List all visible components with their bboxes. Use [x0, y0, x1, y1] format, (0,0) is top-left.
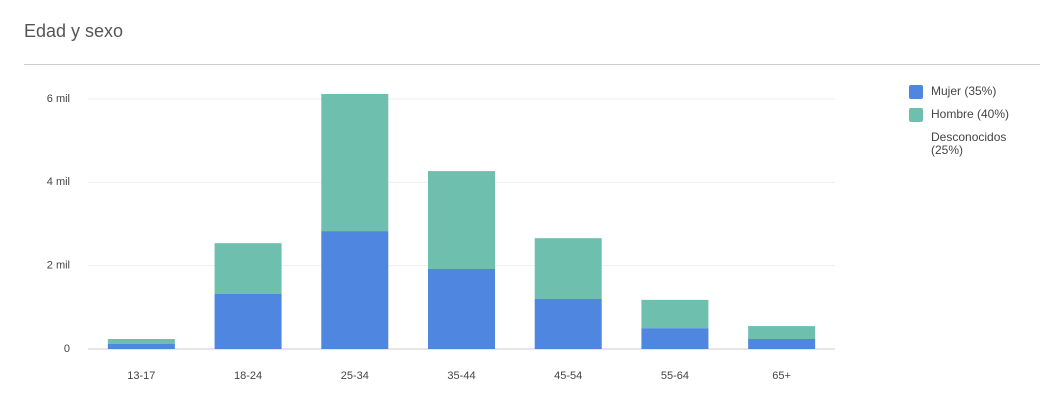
legend-label: Mujer (35%)	[931, 84, 997, 98]
chart-title: Edad y sexo	[24, 21, 123, 41]
bar-segment	[428, 269, 495, 349]
bar-segment	[214, 243, 282, 294]
legend-swatch	[909, 85, 923, 99]
bar-segment	[641, 299, 709, 329]
bar-segment	[534, 299, 602, 349]
x-tick-label: 55-64	[661, 370, 689, 382]
x-tick-label: 65+	[772, 370, 791, 382]
y-tick-label: 2 mil	[47, 260, 70, 272]
x-tick-label: 18-24	[234, 370, 262, 382]
legend-label: Desconocidos (25%)	[931, 130, 1007, 157]
legend-item[interactable]: Mujer (35%)	[909, 85, 1019, 99]
legend-item[interactable]: Desconocidos (25%)	[909, 131, 1019, 157]
bar-segment	[748, 339, 816, 349]
legend-swatch	[909, 131, 923, 145]
bar-segment	[641, 328, 709, 349]
bar-segment	[107, 344, 175, 349]
y-tick-label: 0	[64, 343, 70, 355]
x-tick-label: 45-54	[554, 370, 582, 382]
bar-segment	[748, 326, 816, 339]
legend-swatch	[909, 108, 923, 122]
legend-label: Hombre (40%)	[931, 107, 1010, 121]
x-tick-label: 35-44	[447, 370, 475, 382]
bar-segment	[214, 294, 282, 349]
bar-segment	[321, 231, 389, 349]
x-tick-label: 25-34	[341, 370, 369, 382]
x-tick-label: 13-17	[127, 370, 155, 382]
bar-segment	[321, 94, 389, 232]
legend-item[interactable]: Hombre (40%)	[909, 108, 1019, 122]
bar-segment	[534, 238, 602, 299]
y-tick-label: 4 mil	[47, 176, 70, 188]
legend: Mujer (35%) Hombre (40%) Desconocidos (25%…	[909, 85, 1019, 166]
bar-segment	[107, 339, 175, 344]
bar-segment	[428, 171, 495, 269]
y-tick-label: 6 mil	[47, 93, 70, 105]
